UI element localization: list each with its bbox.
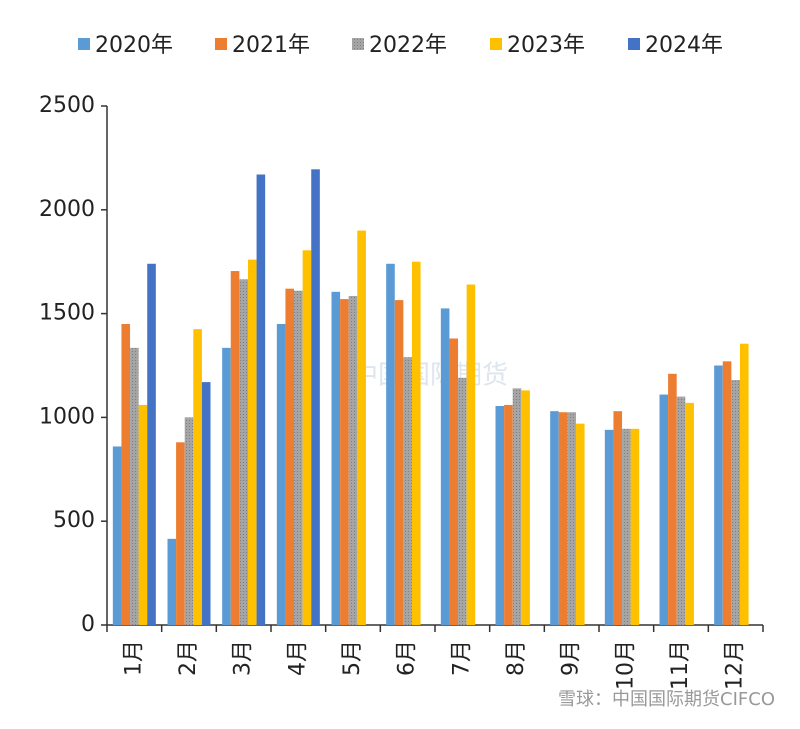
- bar: [285, 288, 295, 625]
- bar: [613, 411, 623, 625]
- bar: [294, 290, 303, 625]
- bar: [403, 357, 412, 625]
- bar: [449, 338, 459, 625]
- bar: [731, 380, 740, 625]
- y-tick-label: 1000: [39, 404, 95, 429]
- x-tick-label: 3月: [231, 640, 256, 676]
- bar: [394, 300, 404, 625]
- y-tick-label: 1500: [39, 301, 95, 326]
- bar: [521, 390, 530, 625]
- bar: [668, 373, 677, 625]
- bar: [230, 271, 240, 625]
- legend-swatch: [490, 38, 502, 50]
- bar: [138, 404, 148, 625]
- watermark: 中国国际期货: [352, 361, 508, 391]
- legend-label: 2024年: [645, 33, 723, 58]
- x-tick-label: 4月: [285, 640, 310, 676]
- legend-swatch: [352, 38, 364, 50]
- y-tick-label: 2500: [39, 93, 95, 118]
- bar: [147, 263, 156, 625]
- y-tick-label: 0: [81, 612, 95, 637]
- y-tick-label: 2000: [39, 197, 95, 222]
- bar: [176, 442, 185, 625]
- x-tick-label: 6月: [395, 640, 420, 676]
- bar: [239, 279, 248, 625]
- bar: [685, 402, 694, 625]
- bar: [302, 250, 312, 626]
- legend-swatch: [78, 38, 90, 50]
- bar: [567, 412, 576, 625]
- x-tick-label: 12月: [723, 640, 748, 690]
- x-tick-label: 2月: [176, 640, 201, 676]
- bar: [512, 388, 522, 625]
- x-tick-label: 7月: [449, 640, 474, 676]
- bar: [311, 169, 320, 625]
- bar: [193, 329, 202, 625]
- x-tick-label: 10月: [613, 640, 638, 690]
- bar: [184, 417, 194, 625]
- bar: [604, 429, 614, 625]
- bar: [348, 295, 358, 625]
- legend-swatch: [628, 38, 640, 50]
- bar: [575, 423, 585, 625]
- x-tick-label: 5月: [340, 640, 365, 676]
- bar: [331, 291, 341, 625]
- bar: [276, 323, 286, 625]
- bar: [630, 428, 640, 625]
- bar: [440, 308, 450, 625]
- bar: [411, 261, 421, 625]
- bar: [659, 394, 669, 625]
- bar: [739, 343, 749, 625]
- legend-swatch: [215, 38, 227, 50]
- legend-label: 2023年: [507, 33, 585, 58]
- bar: [550, 411, 559, 625]
- bar: [722, 361, 732, 625]
- y-tick-label: 500: [53, 508, 95, 533]
- bar: [130, 347, 139, 625]
- legend-label: 2020年: [95, 33, 173, 58]
- bar: [247, 259, 257, 625]
- x-tick-label: 11月: [668, 640, 693, 690]
- bar: [340, 299, 349, 625]
- bar: [357, 230, 366, 625]
- legend-label: 2022年: [369, 33, 447, 58]
- bar: [201, 382, 211, 625]
- bar: [495, 405, 505, 625]
- bar: [714, 365, 723, 625]
- bar: [466, 284, 476, 625]
- bar: [622, 428, 631, 625]
- legend-label: 2021年: [232, 33, 310, 58]
- x-tick-label: 1月: [121, 640, 146, 676]
- bar: [112, 446, 122, 625]
- bar: [121, 323, 131, 625]
- bar: [558, 412, 568, 625]
- bar: [256, 174, 266, 625]
- bar: [167, 538, 177, 625]
- bar: [676, 396, 686, 625]
- bar: [222, 347, 231, 625]
- x-tick-label: 9月: [559, 640, 584, 676]
- x-tick-label: 8月: [504, 640, 529, 676]
- bar: [504, 404, 513, 625]
- watermark: 雪球：中国国际期货CIFCO: [558, 689, 775, 710]
- bar: [458, 377, 467, 625]
- bar: [386, 263, 395, 625]
